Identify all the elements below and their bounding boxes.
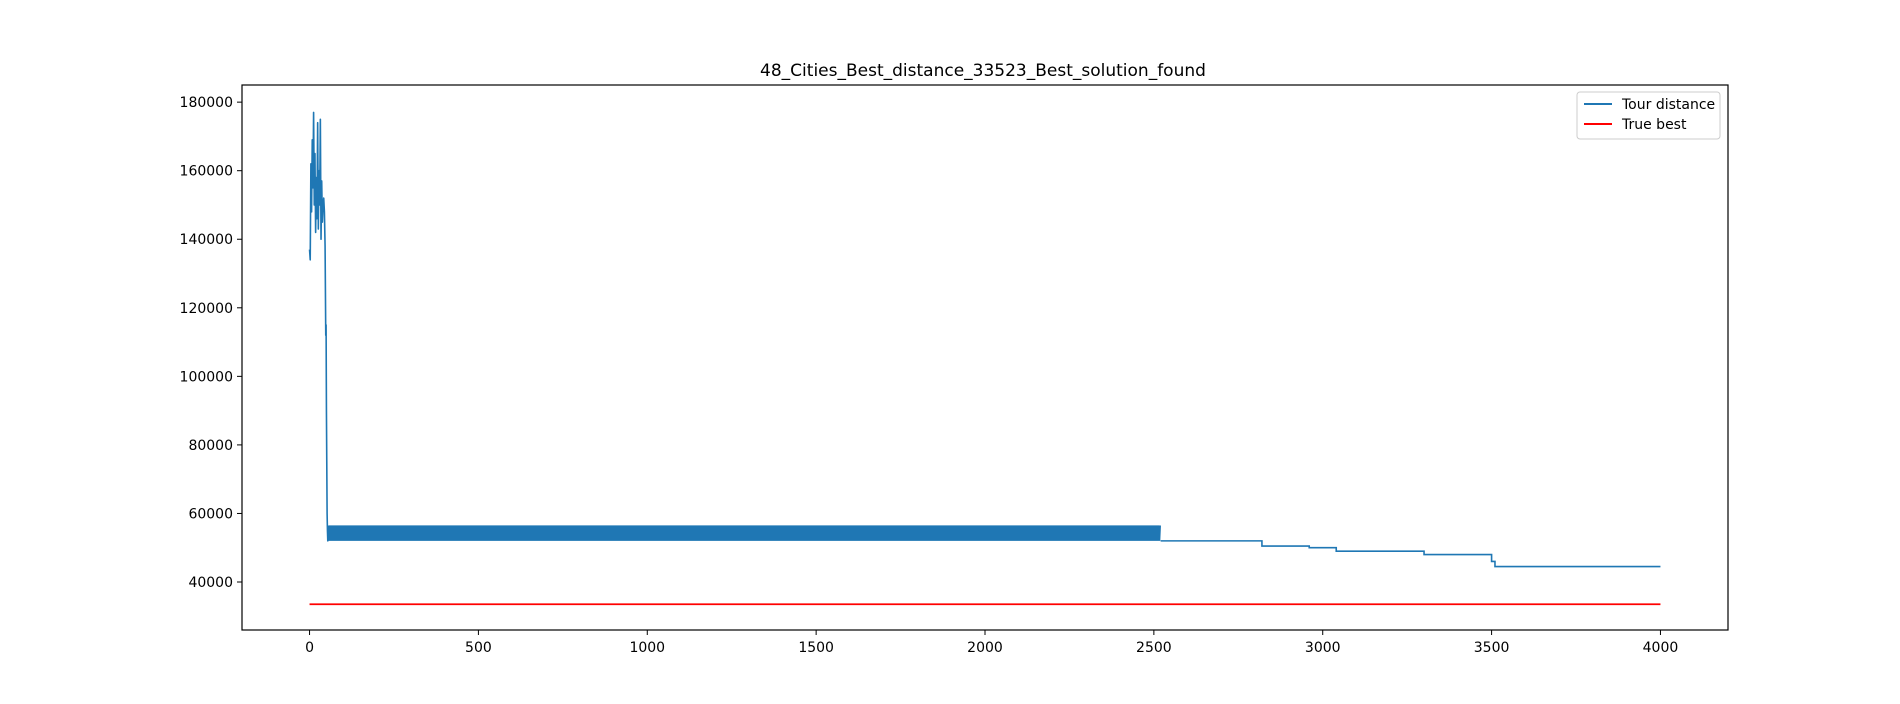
x-tick-label: 3500: [1474, 640, 1510, 656]
y-tick-label: 160000: [180, 164, 233, 180]
y-tick-label: 60000: [188, 506, 233, 522]
x-tick-label: 3000: [1305, 640, 1341, 656]
legend: Tour distance True best: [1576, 91, 1721, 140]
x-tick-label: 4000: [1643, 640, 1679, 656]
x-tick-label: 0: [305, 640, 314, 656]
legend-box: [1576, 91, 1721, 140]
y-tick-label: 140000: [180, 232, 233, 248]
y-tick-label: 100000: [180, 369, 233, 385]
chart-title: 48_Cities_Best_distance_33523_Best_solut…: [760, 61, 1206, 81]
y-tick-label: 120000: [180, 301, 233, 317]
series-group: [308, 111, 1661, 606]
series-line-tour-distance-initial: [308, 111, 329, 542]
x-tick-label: 500: [465, 640, 492, 656]
legend-label-true-best: True best: [1621, 117, 1687, 133]
y-tick-label: 80000: [188, 438, 233, 454]
series-layer: [308, 111, 1661, 606]
series-line-tour-distance-steps: [1160, 540, 1661, 568]
y-tick-label: 180000: [180, 95, 233, 111]
legend-label-tour-distance: Tour distance: [1621, 97, 1715, 113]
series-line-tour-distance-oscillation: [327, 525, 1161, 541]
x-tick-label: 1000: [629, 640, 665, 656]
plot-area-frame: [241, 84, 1729, 631]
axes-layer: 0 500 1000 1500 2000 2500 3000 3500 4000 40000 600…: [180, 95, 1679, 656]
y-tick-label: 40000: [188, 575, 233, 591]
x-tick-label: 2500: [1136, 640, 1172, 656]
x-tick-label: 2000: [967, 640, 1003, 656]
x-tick-label: 1500: [798, 640, 834, 656]
